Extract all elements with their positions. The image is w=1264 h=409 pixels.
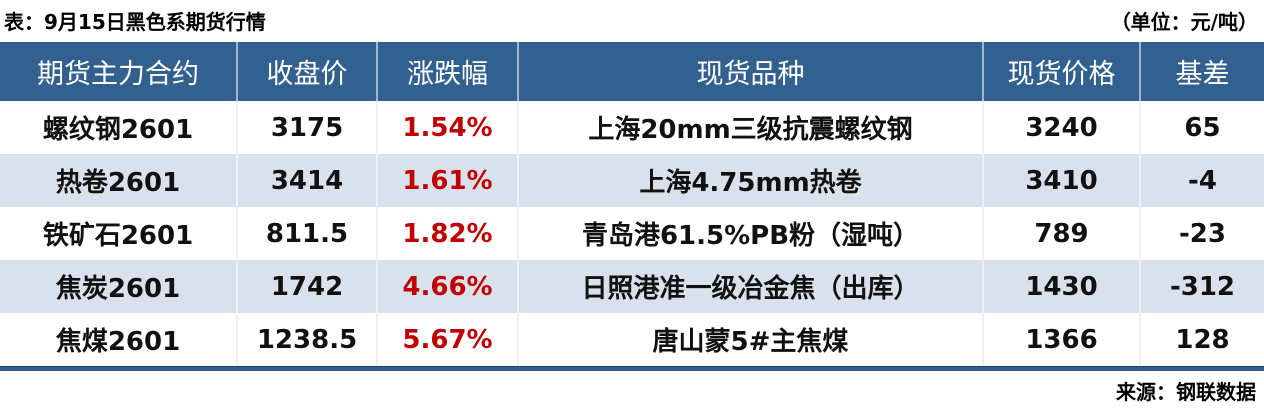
cell-spot-price: 789: [983, 207, 1141, 260]
table-title: 表：9月15日黑色系期货行情: [4, 9, 266, 34]
cell-spot-variety: 上海4.75mm热卷: [518, 154, 984, 207]
cell-contract: 焦炭2601: [0, 260, 238, 313]
table-row: 铁矿石2601 811.5 1.82% 青岛港61.5%PB粉（湿吨） 789 …: [0, 207, 1264, 260]
cell-close-price: 811.5: [237, 207, 378, 260]
cell-change-pct: 1.54%: [377, 101, 519, 154]
footer-bar: 来源：钢联数据: [0, 371, 1264, 409]
cell-spot-price: 3410: [983, 154, 1141, 207]
cell-basis: -312: [1169, 271, 1236, 302]
cell-contract: 焦煤2601: [0, 313, 238, 366]
header-row: 期货主力合约 收盘价 涨跌幅 现货品种 现货价格 基差: [0, 42, 1264, 101]
col-header-spot-price: 现货价格: [983, 42, 1141, 101]
cell-spot-price: 1430: [983, 260, 1141, 313]
table-header: 期货主力合约 收盘价 涨跌幅 现货品种 现货价格 基差: [0, 42, 1264, 101]
table-row: 螺纹钢2601 3175 1.54% 上海20mm三级抗震螺纹钢 3240 65: [0, 101, 1264, 154]
col-header-change-pct: 涨跌幅: [377, 42, 519, 101]
table-bottom-border: [0, 366, 1264, 371]
table-caption-bar: 表：9月15日黑色系期货行情 （单位：元/吨）: [0, 0, 1264, 42]
cell-close-price: 3414: [237, 154, 378, 207]
cell-basis: -4: [1188, 165, 1217, 196]
cell-contract: 热卷2601: [0, 154, 238, 207]
cell-basis: -23: [1179, 218, 1226, 249]
table-body: 螺纹钢2601 3175 1.54% 上海20mm三级抗震螺纹钢 3240 65…: [0, 101, 1264, 366]
cell-close-price: 1238.5: [237, 313, 378, 366]
cell-basis: 65: [1184, 112, 1221, 143]
col-header-close-price: 收盘价: [237, 42, 378, 101]
col-header-contract: 期货主力合约: [0, 42, 238, 101]
futures-spot-table: 期货主力合约 收盘价 涨跌幅 现货品种 现货价格 基差 螺纹钢2601 3175…: [0, 42, 1264, 366]
cell-basis: 128: [1175, 324, 1230, 355]
cell-change-pct: 5.67%: [377, 313, 519, 366]
col-header-basis: 基差: [1140, 42, 1264, 101]
cell-spot-variety: 上海20mm三级抗震螺纹钢: [518, 101, 984, 154]
table-row: 焦煤2601 1238.5 5.67% 唐山蒙5#主焦煤 1366 128: [0, 313, 1264, 366]
table-row: 热卷2601 3414 1.61% 上海4.75mm热卷 3410 -4: [0, 154, 1264, 207]
table-row: 焦炭2601 1742 4.66% 日照港准一级冶金焦（出库） 1430 -31…: [0, 260, 1264, 313]
cell-spot-variety: 唐山蒙5#主焦煤: [518, 313, 984, 366]
cell-spot-variety: 日照港准一级冶金焦（出库）: [518, 260, 984, 313]
cell-change-pct: 1.61%: [377, 154, 519, 207]
cell-change-pct: 1.82%: [377, 207, 519, 260]
cell-spot-price: 3240: [983, 101, 1141, 154]
cell-contract: 螺纹钢2601: [0, 101, 238, 154]
cell-contract: 铁矿石2601: [0, 207, 238, 260]
unit-label: （单位：元/吨）: [1110, 9, 1258, 34]
cell-close-price: 3175: [237, 101, 378, 154]
cell-change-pct: 4.66%: [377, 260, 519, 313]
source-label: 来源：钢联数据: [1116, 379, 1256, 404]
cell-close-price: 1742: [237, 260, 378, 313]
cell-spot-variety: 青岛港61.5%PB粉（湿吨）: [518, 207, 984, 260]
cell-spot-price: 1366: [983, 313, 1141, 366]
col-header-spot-variety: 现货品种: [518, 42, 984, 101]
